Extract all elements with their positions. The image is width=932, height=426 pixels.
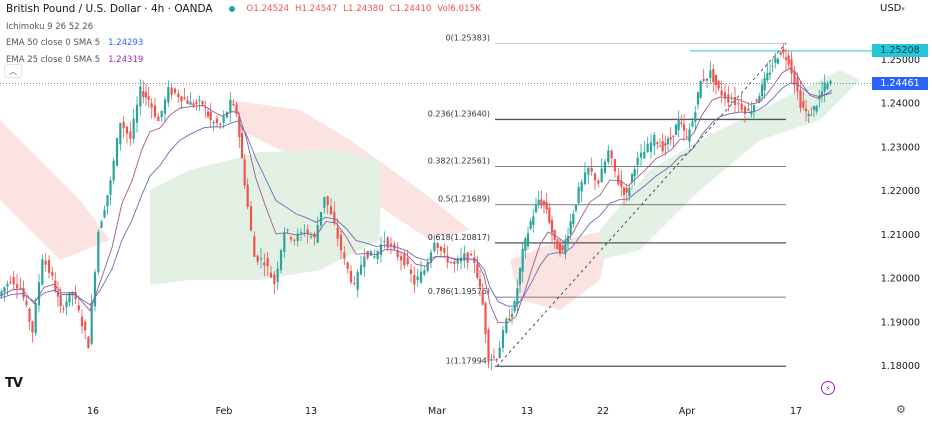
time-axis-label: Apr	[679, 406, 696, 417]
price-axis-label: 1.23000	[881, 142, 920, 153]
currency-selector[interactable]: USD▾	[880, 3, 905, 14]
ichimoku-cloud-bullish	[600, 70, 860, 260]
open-value: O1.24524	[246, 4, 290, 14]
fib-level-label: 0.618(1.20817)	[428, 233, 490, 242]
fib-level-label: 0.786(1.19576)	[428, 287, 490, 296]
price-axis-label: 1.19000	[881, 317, 920, 328]
indicator-ema-25[interactable]: EMA 25 close 0 SMA 5 1.24319	[6, 54, 484, 65]
low-value: L1.24380	[343, 4, 384, 14]
chevron-down-icon: ▾	[901, 5, 905, 13]
resistance-price-tag: 1.25208	[872, 44, 928, 58]
indicator-ichimoku[interactable]: Ichimoku 9 26 52 26	[6, 21, 484, 32]
fib-level-label: 0.382(1.22561)	[428, 157, 490, 166]
time-axis-label: 17	[790, 406, 802, 417]
price-axis-label: 1.22000	[881, 186, 920, 197]
time-axis-label: 22	[597, 406, 609, 417]
symbol-title[interactable]: British Pound / U.S. Dollar · 4h · OANDA	[6, 3, 213, 15]
tradingview-logo-icon[interactable]: TV	[5, 376, 23, 391]
indicator-label: EMA 50 close 0 SMA 5	[6, 38, 101, 48]
fib-level-label: 1(1.17994)	[446, 356, 490, 365]
fib-trend-line[interactable]	[496, 42, 787, 367]
fib-level-label: 0.5(1.21689)	[438, 195, 490, 204]
chart-legend: British Pound / U.S. Dollar · 4h · OANDA…	[6, 4, 484, 64]
currency-label: USD	[880, 3, 902, 14]
current-price-value: 1.24461	[880, 78, 920, 90]
high-value: H1.24547	[294, 4, 338, 14]
fib-level-label: 0(1.25383)	[446, 33, 490, 42]
ichimoku-cloud-bearish	[510, 230, 610, 310]
ema-25-line	[0, 67, 833, 324]
ema-50-line	[0, 82, 833, 307]
indicator-value: 1.24293	[108, 38, 144, 48]
fib-level-label: 0.236(1.23640)	[428, 109, 490, 118]
symbol-header[interactable]: British Pound / U.S. Dollar · 4h · OANDA…	[6, 4, 484, 15]
lightning-icon[interactable]: ⚡	[821, 381, 835, 395]
volume-value: Vol6.015K	[437, 4, 481, 14]
collapse-legend-button[interactable]: ︿	[4, 64, 22, 78]
market-status-dot-icon	[228, 6, 235, 13]
chevron-up-icon: ︿	[9, 66, 17, 76]
time-axis-label: 13	[305, 406, 317, 417]
close-value: C1.24410	[389, 4, 432, 14]
time-axis-label: Mar	[428, 406, 446, 417]
price-axis-label: 1.18000	[881, 361, 920, 372]
current-price-tag: 1.24461	[872, 77, 928, 91]
indicator-label: EMA 25 close 0 SMA 5	[6, 54, 101, 65]
price-axis-label: 1.25000	[881, 55, 920, 66]
ichimoku-cloud-bullish	[150, 150, 380, 285]
price-axis-label: 1.21000	[881, 230, 920, 241]
time-axis-label: 13	[521, 406, 533, 417]
ohlc-values: O1.24524 H1.24547 L1.24380 C1.24410 Vol6…	[247, 5, 484, 14]
price-axis-label: 1.24000	[881, 99, 920, 110]
indicator-ema-50[interactable]: EMA 50 close 0 SMA 5 1.24293	[6, 39, 484, 48]
time-axis-label: Feb	[216, 406, 233, 417]
time-axis-label: 16	[87, 406, 99, 417]
resistance-price-value: 1.25208	[880, 45, 920, 57]
price-axis-label: 1.20000	[881, 274, 920, 285]
indicator-label: Ichimoku 9 26 52 26	[6, 21, 94, 32]
gear-icon[interactable]: ⚙	[896, 403, 906, 416]
indicator-value: 1.24319	[108, 54, 144, 65]
candlestick-series[interactable]	[0, 43, 832, 371]
ichimoku-cloud-bearish	[0, 120, 110, 260]
